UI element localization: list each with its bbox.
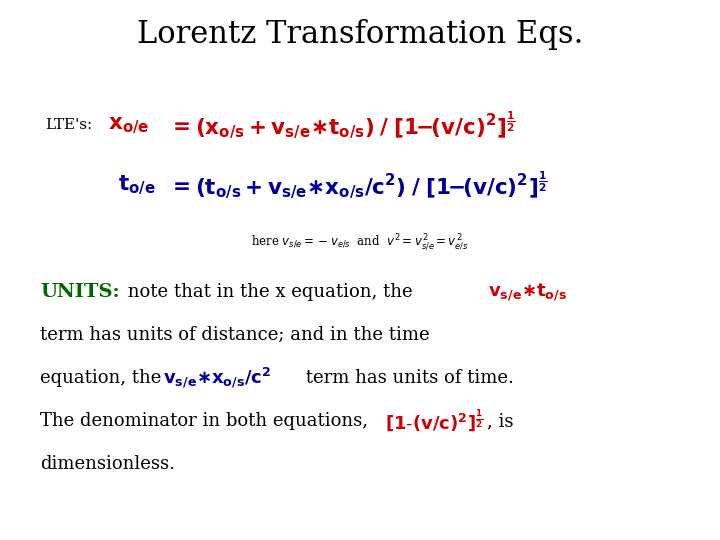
Text: dimensionless.: dimensionless.: [40, 455, 175, 473]
Text: $\mathbf{v_{s/e}{\ast}t_{o/s}}$: $\mathbf{v_{s/e}{\ast}t_{o/s}}$: [488, 281, 567, 303]
Text: $\mathbf{=}$: $\mathbf{=}$: [168, 114, 190, 136]
Text: $\mathbf{=}$: $\mathbf{=}$: [168, 174, 190, 196]
Text: UNITS:: UNITS:: [40, 283, 120, 301]
Text: term has units of distance; and in the time: term has units of distance; and in the t…: [40, 326, 430, 344]
Text: The denominator in both equations,: The denominator in both equations,: [40, 412, 374, 430]
Text: equation, the: equation, the: [40, 369, 167, 387]
Text: $\mathbf{(t_{o/s} + v_{s/e}{\ast}x_{o/s}/c^2) \;/\; [1\!\!-\!\!(v/c)^2]^{\frac{1: $\mathbf{(t_{o/s} + v_{s/e}{\ast}x_{o/s}…: [195, 169, 547, 201]
Text: $\mathbf{v_{s/e}{\ast}x_{o/s}/c^2}$: $\mathbf{v_{s/e}{\ast}x_{o/s}/c^2}$: [163, 366, 271, 390]
Text: $\mathbf{t_{o/e}}$: $\mathbf{t_{o/e}}$: [118, 173, 156, 197]
Text: here $v_{s/e} = -v_{e/s}$  and  $v^2 = v_{s/e}^{\,2} = v_{e/s}^{\,2}$: here $v_{s/e} = -v_{e/s}$ and $v^2 = v_{…: [251, 232, 469, 252]
Text: $\mathbf{(x_{o/s} + v_{s/e}{\ast}t_{o/s}) \;/\; [1\!\!-\!\!(v/c)^2]^{\frac{1}{2}: $\mathbf{(x_{o/s} + v_{s/e}{\ast}t_{o/s}…: [195, 109, 516, 141]
Text: note that in the x equation, the: note that in the x equation, the: [122, 283, 413, 301]
Text: Lorentz Transformation Eqs.: Lorentz Transformation Eqs.: [137, 19, 583, 51]
Text: $\mathbf{[1\text{-}(v/c)^2]^{\frac{1}{2}}}$: $\mathbf{[1\text{-}(v/c)^2]^{\frac{1}{2}…: [385, 408, 484, 434]
Text: LTE's:: LTE's:: [45, 118, 92, 132]
Text: $\mathbf{x_{o/e}}$: $\mathbf{x_{o/e}}$: [108, 114, 149, 136]
Text: term has units of time.: term has units of time.: [300, 369, 514, 387]
Text: , is: , is: [487, 412, 513, 430]
